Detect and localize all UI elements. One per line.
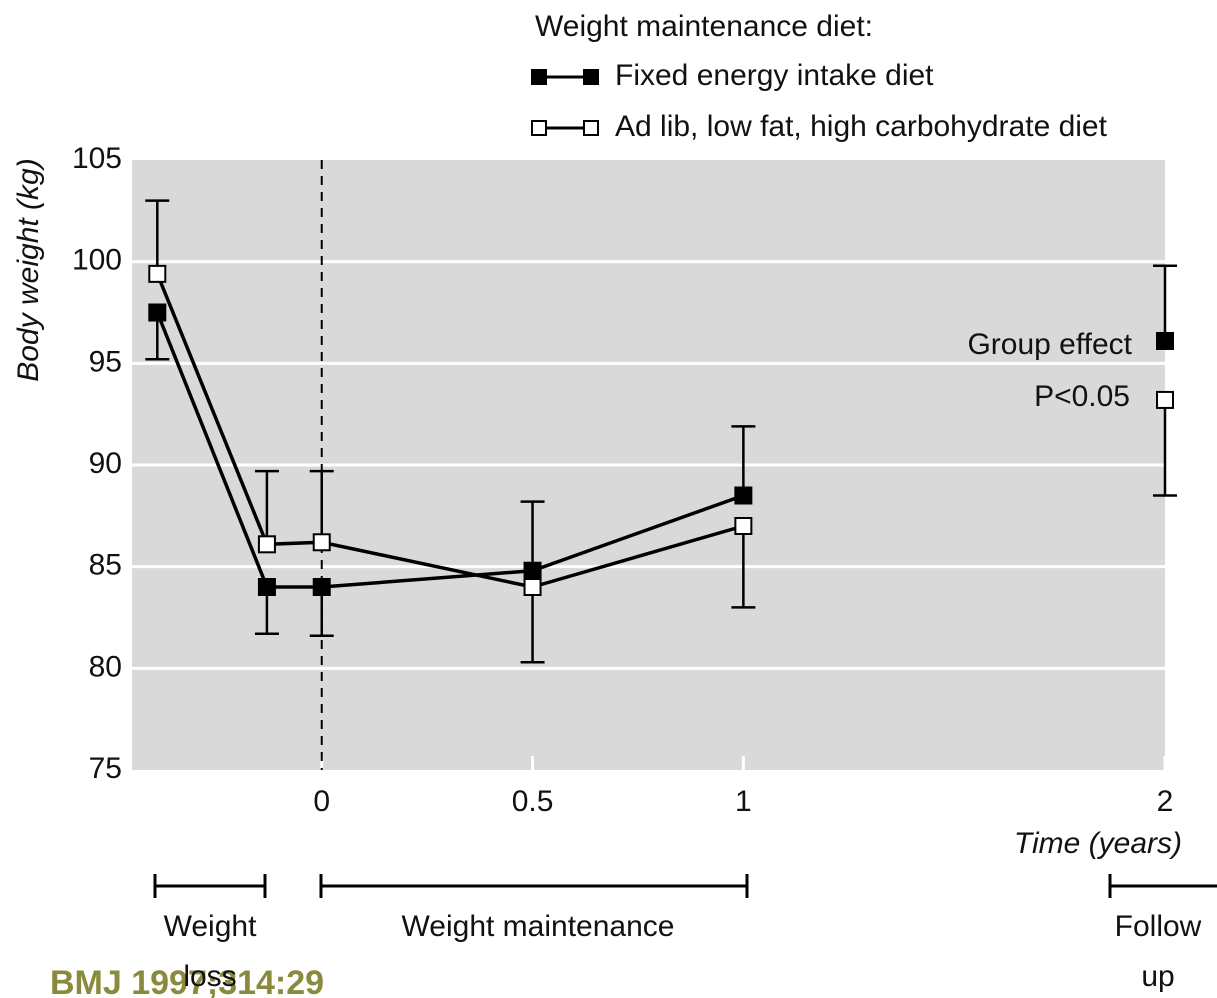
y-tick-label: 105 — [72, 142, 122, 175]
legend-marker — [531, 69, 547, 85]
y-tick-label: 100 — [72, 244, 122, 277]
x-tick-label: 2 — [1157, 785, 1174, 818]
marker — [1156, 331, 1174, 350]
marker — [148, 264, 167, 283]
y-tick-label: 75 — [89, 752, 122, 785]
marker — [312, 533, 331, 552]
x-tick-label: 0.5 — [512, 785, 554, 818]
phase-label: up — [1141, 960, 1174, 993]
marker — [1156, 390, 1174, 409]
marker — [523, 578, 542, 596]
grid — [132, 260, 1165, 670]
marker — [148, 303, 167, 322]
legend-marker — [583, 69, 599, 85]
legend-title: Weight maintenance diet: — [535, 10, 873, 43]
annotation: Group effect — [967, 328, 1132, 361]
marker — [257, 535, 276, 554]
marker — [257, 578, 276, 596]
phase-label: Follow — [1115, 910, 1202, 943]
phase-label: Weight maintenance — [402, 910, 675, 943]
legend-label: Fixed energy intake diet — [615, 59, 934, 92]
y-axis-label: Body weight (kg) — [12, 158, 45, 381]
annotation: P<0.05 — [1034, 380, 1130, 413]
marker — [523, 561, 542, 580]
phase-label: Weight — [164, 910, 257, 943]
x-tick-label: 0 — [313, 785, 330, 818]
y-tick-label: 90 — [89, 447, 122, 480]
source: BMJ 1997;314:29 — [50, 964, 324, 998]
phase-label: loss — [183, 960, 236, 993]
legend-marker — [531, 120, 547, 136]
legend-marker — [583, 120, 599, 136]
marker — [734, 486, 753, 505]
y-tick-label: 85 — [89, 549, 122, 582]
x-axis-label: Time (years) — [1014, 827, 1182, 860]
marker — [312, 578, 331, 596]
y-tick-label: 95 — [89, 345, 122, 378]
marker — [734, 517, 753, 535]
y-tick-label: 80 — [89, 650, 122, 683]
x-tick-label: 1 — [735, 785, 752, 818]
legend-label: Ad lib, low fat, high carbohydrate diet — [615, 110, 1108, 143]
phase-brackets — [153, 874, 1217, 898]
